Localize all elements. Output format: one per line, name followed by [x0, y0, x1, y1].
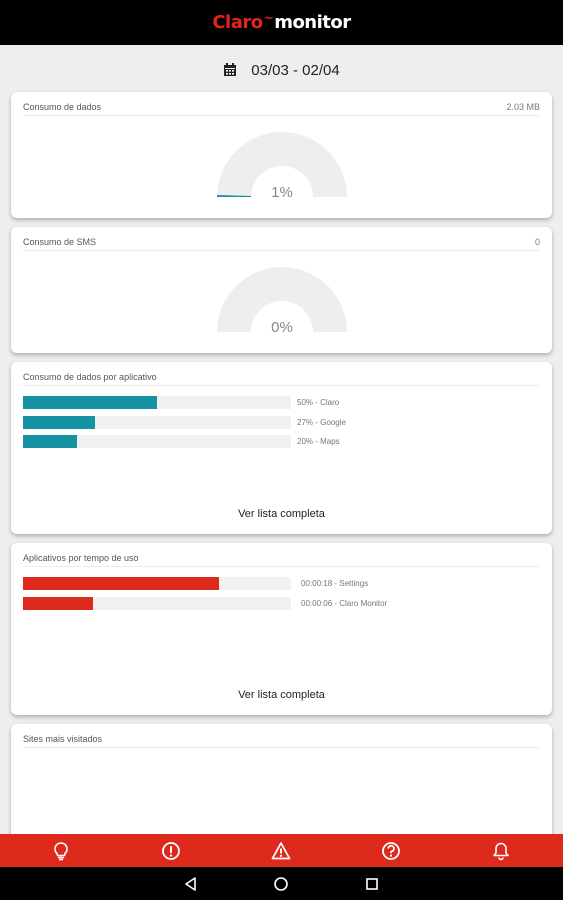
- claro-monitor-logo: Claro ~ monitor: [212, 11, 351, 33]
- back-icon[interactable]: [183, 876, 199, 892]
- bar-track: [23, 435, 291, 448]
- apps-time-title: Aplicativos por tempo de uso: [23, 553, 139, 563]
- data-usage-percent: 1%: [271, 184, 293, 201]
- period-label: 03/03 - 02/04: [251, 61, 340, 79]
- sms-usage-card[interactable]: Consumo de SMS 0 0%: [11, 227, 552, 353]
- data-usage-value: 2.03 MB: [506, 102, 540, 112]
- logo-claro-text: Claro: [212, 12, 263, 33]
- warning-icon[interactable]: [271, 841, 291, 861]
- bell-icon[interactable]: [491, 841, 511, 861]
- sites-card: Sites mais visitados: [11, 724, 552, 850]
- logo-mark: ~: [263, 11, 274, 25]
- bar-label: 20% - Maps: [297, 437, 340, 446]
- logo-monitor-text: monitor: [274, 12, 351, 33]
- divider: [23, 115, 540, 116]
- see-full-list-button[interactable]: Ver lista completa: [238, 689, 325, 701]
- divider: [23, 385, 540, 386]
- gauge-fill: [217, 194, 252, 197]
- home-icon[interactable]: [273, 876, 289, 892]
- bar-label: 27% - Google: [297, 418, 346, 427]
- bar-fill: [23, 396, 157, 409]
- bar-label: 50% - Claro: [297, 398, 340, 407]
- gauge-chart: [217, 132, 347, 197]
- sms-usage-title: Consumo de SMS: [23, 237, 97, 247]
- calendar-icon: [224, 63, 237, 76]
- info-icon[interactable]: [161, 841, 181, 861]
- sms-usage-value: 0: [534, 237, 540, 247]
- sites-title: Sites mais visitados: [23, 734, 103, 744]
- data-usage-title: Consumo de dados: [23, 102, 102, 112]
- apps-data-card: Consumo de dados por aplicativo 50% - Cl…: [11, 362, 552, 534]
- bar-label: 00:00:06 - Claro Monitor: [301, 599, 388, 608]
- period-selector[interactable]: 03/03 - 02/04: [0, 55, 563, 85]
- lightbulb-icon[interactable]: [51, 841, 71, 861]
- divider: [23, 250, 540, 251]
- data-usage-card[interactable]: Consumo de dados 2.03 MB 1%: [11, 92, 552, 218]
- app-header: Claro ~ monitor: [0, 0, 563, 45]
- bar-fill: [23, 597, 93, 610]
- bar-fill: [23, 577, 219, 590]
- help-icon[interactable]: [381, 841, 401, 861]
- gauge-track: [217, 267, 347, 332]
- apps-data-title: Consumo de dados por aplicativo: [23, 372, 157, 382]
- bottom-navigation: [0, 834, 563, 867]
- gauge-chart: [217, 267, 347, 332]
- data-usage-gauge: 1%: [217, 132, 347, 201]
- bar-fill: [23, 435, 77, 448]
- recents-icon[interactable]: [364, 876, 380, 892]
- see-full-list-button[interactable]: Ver lista completa: [238, 508, 325, 520]
- system-navigation-bar: [0, 867, 563, 900]
- divider: [23, 566, 540, 567]
- sms-usage-gauge: 0%: [217, 267, 347, 336]
- sms-usage-percent: 0%: [271, 319, 293, 336]
- bar-label: 00:00:18 - Settings: [301, 579, 369, 588]
- divider: [23, 747, 540, 748]
- apps-time-card: Aplicativos por tempo de uso 00:00:18 - …: [11, 543, 552, 715]
- gauge-track: [217, 132, 347, 197]
- bar-fill: [23, 416, 96, 429]
